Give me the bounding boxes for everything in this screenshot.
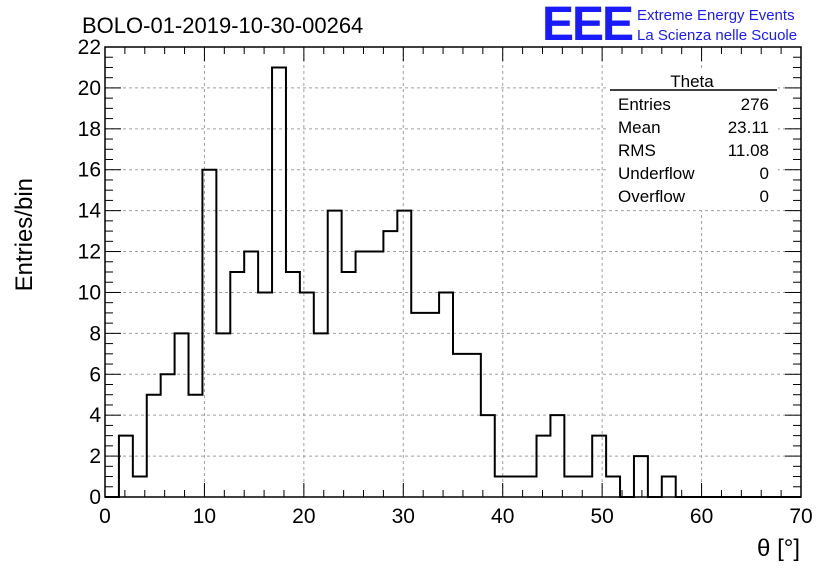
stats-label: Overflow <box>618 187 686 206</box>
stats-value: 11.08 <box>728 141 769 160</box>
axis-ticks <box>104 46 802 498</box>
stats-label: Underflow <box>618 164 695 183</box>
histogram-bin <box>564 477 578 497</box>
histogram-bin <box>509 477 523 497</box>
y-tick-label: 16 <box>78 159 101 182</box>
y-axis-title: Entries/bin <box>11 178 38 291</box>
x-tick-label: 70 <box>789 505 812 528</box>
stats-label: Mean <box>618 118 661 137</box>
chart-title: BOLO-01-2019-10-30-00264 <box>82 13 363 38</box>
x-tick-label: 10 <box>193 505 216 528</box>
histogram-bin <box>300 292 314 497</box>
histogram-bin <box>258 292 272 497</box>
y-tick-label: 20 <box>78 77 101 100</box>
histogram-bin <box>147 395 161 497</box>
stats-box: Theta Entries 276 Mean 23.11 RMS 11.08 Underfl… <box>608 70 778 210</box>
y-tick-label: 0 <box>89 486 101 509</box>
y-tick-label: 14 <box>78 200 102 223</box>
histogram-bin <box>175 333 189 497</box>
y-tick-label: 10 <box>78 281 101 304</box>
histogram-bin <box>425 313 439 497</box>
histogram-bin <box>453 354 467 497</box>
x-axis-title: θ [°] <box>757 535 800 562</box>
eee-logo-mark: EEE <box>542 0 633 51</box>
y-tick-label: 2 <box>89 445 101 468</box>
histogram-bin <box>578 477 592 497</box>
histogram-bin <box>537 436 551 497</box>
x-tick-labels: 0 10 20 30 40 50 60 70 <box>99 505 813 528</box>
stats-value: 276 <box>741 95 769 114</box>
histogram-bin <box>634 456 648 497</box>
histogram-bin <box>467 354 481 497</box>
histogram-bin <box>189 395 203 497</box>
histogram-bin <box>481 415 495 497</box>
x-tick-label: 30 <box>392 505 415 528</box>
y-tick-label: 12 <box>78 241 101 264</box>
histogram-bin <box>216 333 230 497</box>
x-tick-label: 0 <box>99 505 111 528</box>
stats-rows: Entries 276 Mean 23.11 RMS 11.08 Underflow 0 Ove… <box>618 95 769 206</box>
histogram-bin <box>161 374 175 497</box>
y-tick-labels: 0 2 4 6 8 10 12 14 16 18 20 22 <box>78 36 102 509</box>
y-tick-label: 18 <box>78 118 101 141</box>
eee-logo-line2: La Scienza nelle Scuole <box>637 27 797 44</box>
x-tick-label: 50 <box>590 505 613 528</box>
stats-title: Theta <box>670 72 714 91</box>
histogram-bin <box>523 477 537 497</box>
histogram-bin <box>662 477 676 497</box>
x-tick-label: 40 <box>491 505 514 528</box>
histogram-bin <box>397 211 411 497</box>
histogram-bin <box>328 211 342 497</box>
histogram-bin <box>606 477 620 497</box>
y-tick-label: 4 <box>89 404 101 427</box>
x-tick-label: 20 <box>292 505 315 528</box>
histogram-bin <box>592 436 606 497</box>
histogram-bin <box>230 272 244 497</box>
histogram-bin <box>411 313 425 497</box>
y-tick-label: 6 <box>89 363 101 386</box>
stats-label: RMS <box>618 141 656 160</box>
histogram-bin <box>272 67 286 497</box>
histogram-series <box>105 66 801 498</box>
eee-logo: EEE Extreme Energy Events La Scienza nel… <box>542 0 797 51</box>
stats-value: 23.11 <box>728 118 769 137</box>
stats-value: 0 <box>760 164 769 183</box>
stats-value: 0 <box>760 187 769 206</box>
eee-logo-line1: Extreme Energy Events <box>637 7 795 24</box>
histogram-bin <box>286 272 300 497</box>
y-tick-label: 22 <box>78 36 101 59</box>
histogram-bin <box>383 231 397 497</box>
histogram-bin <box>495 477 509 497</box>
x-tick-label: 60 <box>690 505 713 528</box>
histogram-bin <box>342 272 356 497</box>
stats-box-bg <box>608 70 778 210</box>
y-tick-label: 8 <box>89 322 101 345</box>
stats-label: Entries <box>618 95 671 114</box>
histogram-bin <box>119 436 133 497</box>
histogram-bin <box>439 292 453 497</box>
